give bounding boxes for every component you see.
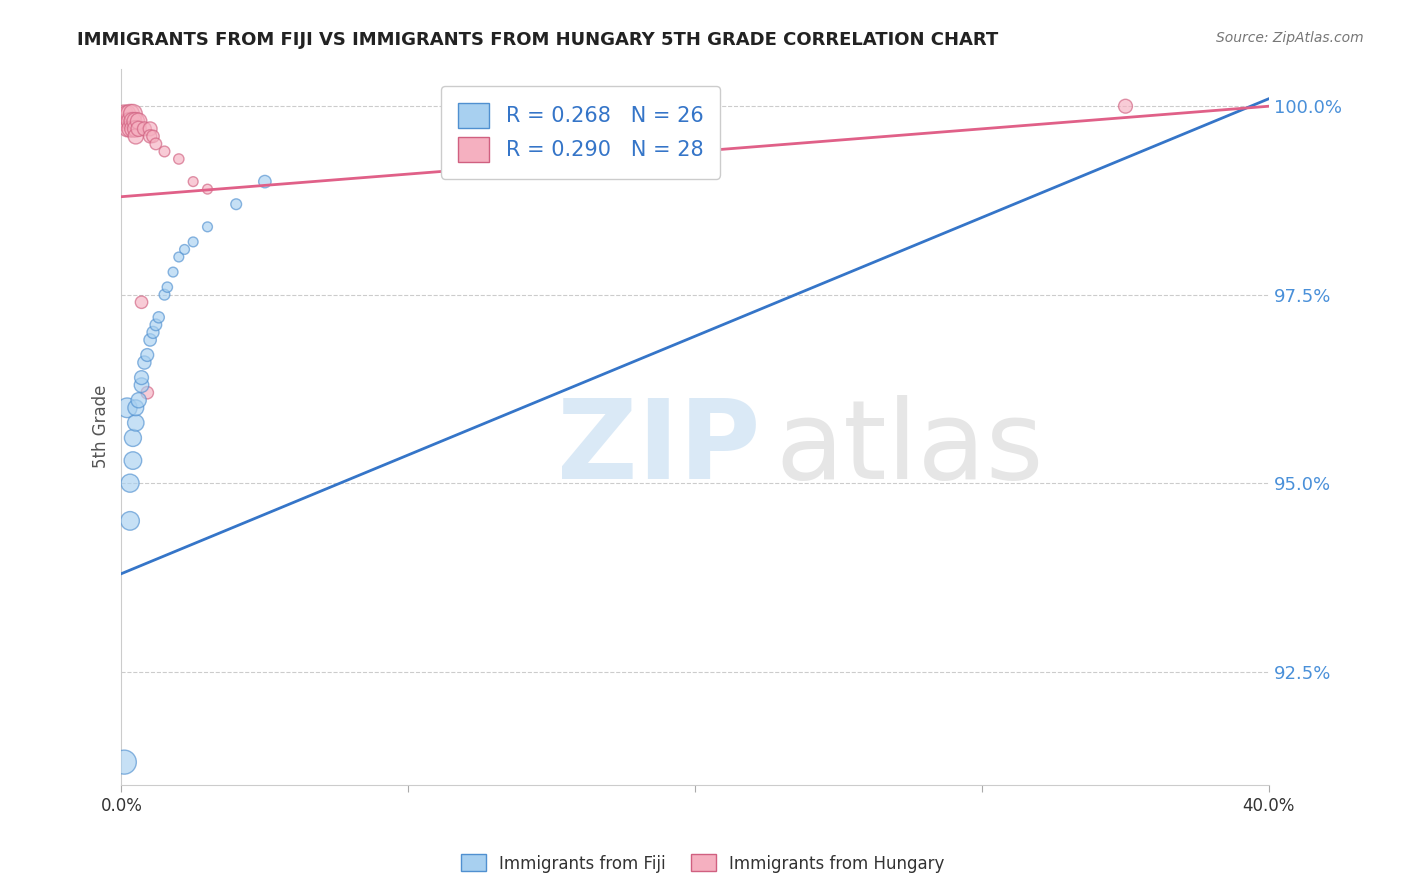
Point	[131, 378, 153, 392]
Point	[139, 121, 162, 136]
Point	[122, 121, 145, 136]
Point	[125, 401, 148, 415]
Point	[122, 431, 145, 445]
Point	[134, 355, 156, 369]
Legend: Immigrants from Fiji, Immigrants from Hungary: Immigrants from Fiji, Immigrants from Hu…	[454, 847, 952, 880]
Point	[112, 114, 135, 128]
Text: ZIP: ZIP	[558, 394, 761, 501]
Point	[173, 243, 195, 257]
Point	[162, 265, 184, 279]
Point	[118, 121, 141, 136]
Point	[125, 416, 148, 430]
Point	[139, 333, 162, 347]
Point	[118, 114, 141, 128]
Text: Source: ZipAtlas.com: Source: ZipAtlas.com	[1216, 31, 1364, 45]
Point	[253, 175, 276, 189]
Point	[125, 129, 148, 144]
Point	[115, 121, 138, 136]
Point	[118, 107, 141, 121]
Point	[122, 114, 145, 128]
Point	[197, 219, 219, 234]
Point	[118, 476, 141, 491]
Point	[131, 295, 153, 310]
Y-axis label: 5th Grade: 5th Grade	[93, 385, 110, 468]
Text: IMMIGRANTS FROM FIJI VS IMMIGRANTS FROM HUNGARY 5TH GRADE CORRELATION CHART: IMMIGRANTS FROM FIJI VS IMMIGRANTS FROM …	[77, 31, 998, 49]
Point	[225, 197, 247, 211]
Point	[1114, 99, 1136, 113]
Point	[142, 129, 165, 144]
Point	[125, 114, 148, 128]
Point	[181, 175, 204, 189]
Point	[134, 121, 156, 136]
Point	[115, 107, 138, 121]
Point	[128, 393, 150, 408]
Point	[153, 287, 176, 301]
Point	[167, 152, 190, 166]
Point	[145, 136, 167, 151]
Point	[136, 385, 159, 400]
Point	[156, 280, 179, 294]
Point	[122, 453, 145, 467]
Point	[148, 310, 170, 325]
Point	[181, 235, 204, 249]
Point	[136, 348, 159, 362]
Point	[112, 755, 135, 769]
Point	[131, 370, 153, 384]
Legend: R = 0.268   N = 26, R = 0.290   N = 28: R = 0.268 N = 26, R = 0.290 N = 28	[441, 87, 720, 178]
Point	[115, 401, 138, 415]
Point	[128, 121, 150, 136]
Text: atlas: atlas	[776, 394, 1045, 501]
Point	[139, 129, 162, 144]
Point	[125, 121, 148, 136]
Point	[115, 114, 138, 128]
Point	[128, 114, 150, 128]
Point	[122, 107, 145, 121]
Point	[118, 514, 141, 528]
Point	[153, 145, 176, 159]
Point	[112, 107, 135, 121]
Point	[142, 326, 165, 340]
Point	[145, 318, 167, 332]
Point	[167, 250, 190, 264]
Point	[197, 182, 219, 196]
